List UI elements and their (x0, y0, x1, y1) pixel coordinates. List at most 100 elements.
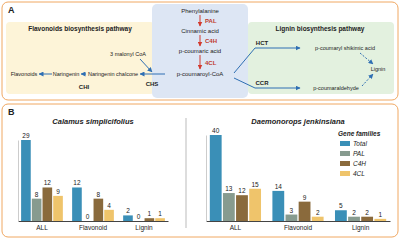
x-tick: ALL (230, 221, 242, 231)
data-label: 14 (275, 183, 283, 190)
data-labels: 40145133212921521 (212, 127, 382, 218)
core-box (152, 4, 248, 98)
legend: Gene families Total PAL C4H 4CL (338, 130, 381, 177)
data-label: 0 (86, 213, 90, 220)
x-tick-label: ALL (230, 224, 242, 231)
y-axis (206, 136, 207, 222)
bar (43, 187, 53, 221)
panel-a-frame (2, 2, 398, 100)
separator (186, 118, 187, 228)
bar (223, 193, 235, 221)
pathway-title: Lignin biosynthesis pathway (276, 25, 365, 33)
compound: Phenylalanine (181, 8, 219, 14)
chart: Daemonorops jenkinsiana40145133212921521… (207, 117, 391, 232)
bar (134, 221, 144, 222)
bar (249, 189, 261, 221)
compound: Naringenin chalcone (88, 71, 138, 77)
compound: p-coumaryl shikimic acid (315, 45, 375, 51)
compound: 3 malonyl CoA (110, 51, 146, 57)
x-tick-label: Flavonoid (284, 224, 313, 231)
bar (361, 217, 373, 221)
flavonoid-arrow (39, 74, 52, 75)
lignin-box (248, 22, 394, 94)
bar (236, 195, 248, 221)
enzyme: HCT (256, 40, 269, 46)
data-label: 13 (225, 185, 233, 192)
bar (210, 135, 222, 221)
legend-swatch (340, 161, 350, 166)
bars (210, 135, 386, 221)
x-axis-line (207, 221, 391, 222)
data-label: 12 (238, 187, 246, 194)
enzyme: CHS (146, 81, 159, 87)
y-axis-line (18, 141, 19, 222)
data-label: 29 (22, 132, 30, 139)
bar (312, 217, 324, 221)
legend-title: Gene families (338, 130, 381, 137)
panel-a: AFlavonoids biosynthesis pathwayLignin b… (2, 2, 398, 100)
core-arrow (200, 35, 201, 46)
legend-label: C4H (353, 160, 366, 167)
data-label: 2 (126, 207, 130, 214)
compound: Flavonoids (11, 71, 38, 77)
bar (286, 215, 298, 221)
x-tick: Lignin (135, 221, 153, 232)
bar (145, 218, 155, 221)
compound: p-coumaric acid (179, 48, 221, 54)
data-label: 40 (212, 127, 220, 134)
bar (123, 215, 133, 221)
legend-label: PAL (353, 150, 365, 157)
bar (272, 191, 284, 221)
bar (53, 196, 63, 221)
enzyme: CCR (256, 80, 270, 86)
legend-label: Total (353, 140, 367, 147)
bar (21, 140, 31, 221)
bar (374, 219, 386, 221)
enzyme: C4H (205, 38, 217, 44)
bar (32, 199, 42, 221)
chart-title: Calamus simplicifolius (52, 117, 133, 126)
enzyme: 4CL (205, 60, 217, 66)
y-axis (18, 141, 19, 222)
legend-label: 4CL (353, 170, 365, 177)
x-tick-label: Flavonoid (79, 224, 108, 231)
compound: p-coumaraldehyde (313, 85, 359, 91)
bar (72, 187, 82, 221)
bar (299, 202, 311, 221)
core-arrow (200, 15, 201, 26)
x-tick-label: Lignin (352, 224, 370, 232)
panel-b-frame (2, 104, 398, 237)
panel-label: B (8, 107, 15, 117)
data-label: 1 (148, 210, 152, 217)
data-label: 1 (158, 210, 162, 217)
legend-swatch (340, 171, 350, 176)
x-axis: ALL Flavonoid Lignin (207, 221, 391, 232)
bar (335, 210, 347, 221)
bar (348, 217, 360, 221)
data-label: 12 (73, 179, 81, 186)
data-labels: 291228001281941 (22, 132, 162, 220)
data-label: 8 (35, 191, 39, 198)
data-label: 1 (378, 211, 382, 218)
enzyme: CHI (79, 84, 90, 90)
data-label: 4 (107, 202, 111, 209)
compound: p-coumaroyl-CoA (177, 71, 224, 77)
x-tick: ALL (36, 221, 48, 231)
panel-b: B Calamus simplicifolius 29 12 2 8 0 0 12 8 1 9 4 1 AL… (2, 104, 398, 237)
x-tick: Flavonoid (79, 221, 108, 231)
data-label: 9 (56, 188, 60, 195)
data-label: 9 (303, 194, 307, 201)
figure: AFlavonoids biosynthesis pathwayLignin b… (0, 0, 400, 239)
flavonoid-arrow (81, 74, 86, 75)
data-label: 8 (97, 191, 101, 198)
flavonoid-box (6, 22, 154, 94)
x-axis: ALL Flavonoid Lignin (19, 221, 169, 232)
data-label: 15 (251, 181, 259, 188)
data-label: 0 (137, 213, 141, 220)
y-axis-line (206, 136, 207, 222)
compound: Lignin (371, 66, 386, 72)
data-label: 3 (290, 207, 294, 214)
panel-label: A (8, 5, 15, 15)
bars (21, 140, 165, 221)
bar (104, 210, 114, 221)
